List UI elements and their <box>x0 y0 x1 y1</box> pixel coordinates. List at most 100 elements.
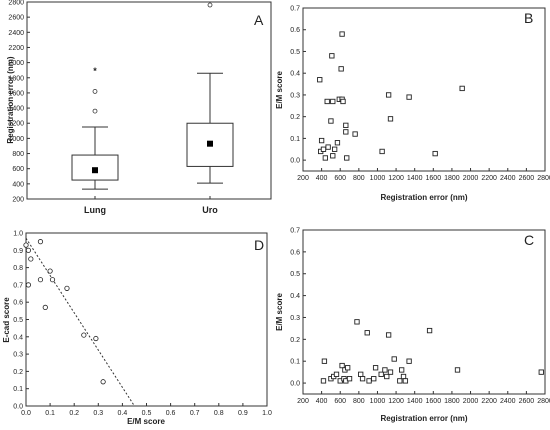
panel-c-data-point <box>364 330 370 336</box>
panel-b-data-point <box>340 98 346 105</box>
panel-a-frame <box>26 1 272 200</box>
panel-b-data-point <box>325 144 331 150</box>
panel-c-x-tick-label: 2600 <box>519 398 535 405</box>
panel-a-y-tick-label: 2000 <box>8 60 24 67</box>
panel-b-data-point <box>406 94 412 100</box>
panel-d-x-tick-label: 0.4 <box>118 410 128 417</box>
panel-b-data-point <box>352 131 358 137</box>
panel-c-y-axis-label: E/M score <box>275 293 284 331</box>
panel-b-y-tick-label: 0.5 <box>290 49 300 56</box>
panel-b-x-tick-label: 600 <box>334 175 346 182</box>
panel-d-y-tick-label: 0.3 <box>13 352 23 359</box>
panel-b-x-tick-label: 1000 <box>370 175 386 182</box>
panel-d-data-point <box>42 304 48 310</box>
panel-c-x-tick-label: 600 <box>334 398 346 405</box>
panel-c-data-point <box>384 373 390 380</box>
panel-a-y-tick-label: 200 <box>12 197 24 204</box>
panel-b-data-point <box>344 155 350 161</box>
panel-d-y-tick-label: 0.5 <box>13 317 23 324</box>
panel-d-y-tick-label: 0.7 <box>13 282 23 289</box>
panel-c-data-point <box>387 369 394 375</box>
panel-b-x-tick-label: 800 <box>353 175 365 182</box>
panel-b-y-tick-label: 0.0 <box>290 158 300 165</box>
panel-b-data-point <box>334 140 341 146</box>
panel-d-y-tick-label: 0.0 <box>13 404 23 411</box>
panel-c-data-point <box>538 369 544 375</box>
panel-c-y-tick-label: 0.1 <box>290 359 300 366</box>
panel-c-x-axis-label: Registration error (nm) <box>380 414 467 423</box>
panel-a-y-tick-label: 1600 <box>8 90 24 97</box>
box-median-marker <box>92 167 98 174</box>
panel-d-data-point <box>25 282 32 288</box>
panel-c-data-point <box>397 378 403 384</box>
panel-b-data-point <box>330 98 336 105</box>
panel-c-x-tick-label: 2000 <box>463 398 479 405</box>
panel-b-x-tick-label: 2000 <box>463 175 479 182</box>
panel-c-data-point <box>426 327 433 334</box>
panel-c-x-tick-label: 400 <box>316 398 328 405</box>
panel-b-y-tick-label: 0.3 <box>290 92 300 99</box>
panel-a-category-label: Uro <box>202 205 218 215</box>
panel-c-data-point <box>366 378 372 384</box>
box-outlier <box>92 89 98 94</box>
panel-c-x-tick-label: 1000 <box>370 398 386 405</box>
panel-d-y-tick-label: 0.4 <box>13 334 23 341</box>
panel-c-data-point <box>399 367 405 373</box>
panel-d-scatter: D E/M score E-cad score 0.0 0.1 0.2 0.3 0.4 0… <box>2 231 272 427</box>
panel-a-letter: A <box>254 12 264 28</box>
panel-d-data-point <box>64 285 70 291</box>
panel-a-y-axis-label: Registration error (nm) <box>6 56 15 143</box>
panel-b-data-point <box>343 122 349 129</box>
panel-b-data-point <box>317 77 323 83</box>
panel-c-x-tick-label: 2400 <box>500 398 516 405</box>
panel-b-data-point <box>330 153 336 159</box>
panel-d-x-tick-label: 1.0 <box>262 410 272 417</box>
panel-c-data-point <box>346 376 353 382</box>
panel-c-frame <box>302 229 546 395</box>
panel-b-data-point <box>329 53 335 59</box>
panel-c-data-point <box>454 367 461 373</box>
panel-d-data-point <box>37 239 44 245</box>
panel-c-data-point <box>321 358 328 364</box>
panel-c-x-tick-label: 800 <box>353 398 365 405</box>
panel-b-y-axis-label: E/M score <box>275 71 284 109</box>
panel-d-y-tick-label: 0.9 <box>13 248 23 255</box>
panel-d-data-point <box>23 242 29 248</box>
panel-c-y-tick-label: 0.5 <box>290 271 300 278</box>
panel-b-data-point <box>339 31 345 37</box>
panel-b-y-tick-label: 0.1 <box>290 136 300 143</box>
panel-a-y-tick-label: 1800 <box>8 75 24 82</box>
panel-b-data-point <box>318 137 325 144</box>
panel-a-y-tick-label: 2800 <box>8 0 24 7</box>
panel-b-y-tick-label: 0.6 <box>290 27 300 34</box>
box-outlier <box>92 108 98 114</box>
panel-c-data-point <box>339 362 345 369</box>
panel-b-data-point <box>379 148 385 155</box>
panel-d-x-tick-label: 0.5 <box>142 410 152 417</box>
panel-d-y-tick-label: 0.2 <box>13 369 23 376</box>
panel-b-x-tick-label: 200 <box>297 175 309 182</box>
panel-c-data-point <box>354 319 360 325</box>
panel-c-x-tick-label: 1200 <box>388 398 404 405</box>
panel-c-x-tick-label: 2800 <box>537 398 550 405</box>
panel-a-y-tick-label: 2200 <box>8 45 24 52</box>
panel-a-y-tick-label: 1400 <box>8 106 24 113</box>
panel-b-data-point <box>385 92 392 98</box>
panel-c-data-point <box>406 358 412 364</box>
panel-c-data-point <box>320 378 327 384</box>
panel-b-data-point <box>328 118 334 124</box>
panel-b-x-axis-label: Registration error (nm) <box>380 193 467 202</box>
panel-d-letter: D <box>254 237 264 253</box>
panel-b-x-tick-label: 1600 <box>426 175 442 182</box>
panel-c-data-point <box>402 378 409 384</box>
panel-d-data-point <box>25 247 32 253</box>
panel-c-x-tick-label: 200 <box>297 398 309 405</box>
panel-a-y-tick-label: 800 <box>12 151 24 158</box>
panel-c-data-point <box>333 371 340 377</box>
panel-d-data-point <box>100 379 106 385</box>
box-extreme-marker: * <box>93 66 97 76</box>
panel-b-data-point <box>387 116 394 122</box>
panel-b-data-point <box>432 150 438 157</box>
panel-a-y-tick-label: 2600 <box>8 15 24 22</box>
